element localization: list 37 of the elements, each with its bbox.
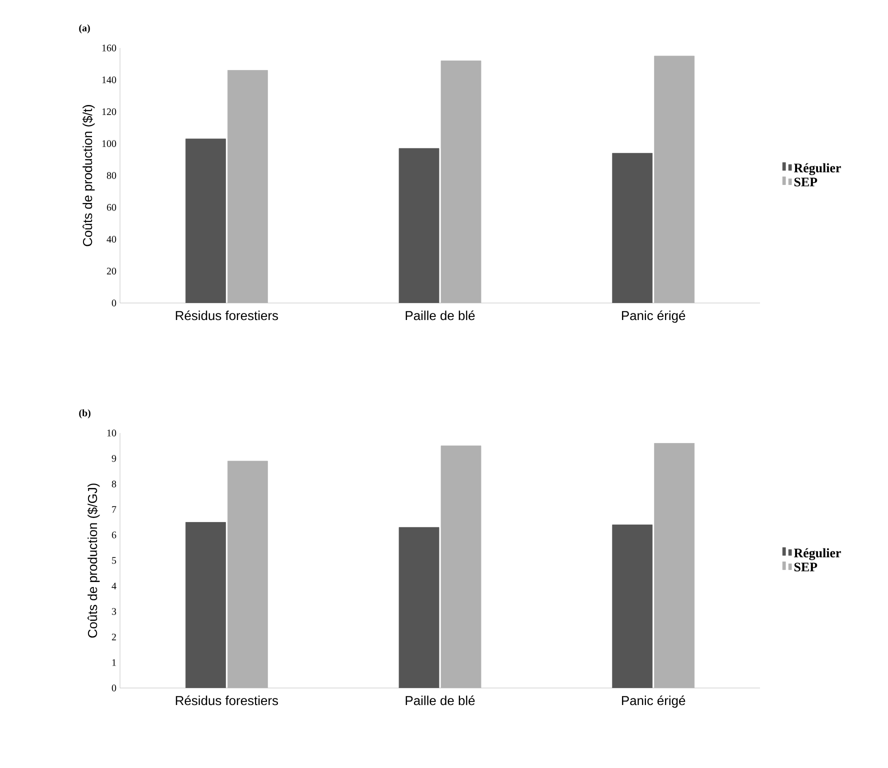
y-tick-label: 100 [102, 140, 116, 147]
y-axis-title: Coûts de production ($/GJ) [87, 484, 100, 638]
bar [185, 138, 226, 303]
bar [612, 152, 653, 303]
y-tick-label: 3 [112, 608, 116, 615]
y-tick-label: 6 [112, 532, 116, 538]
y-tick-label: 80 [106, 172, 116, 179]
legend-label: Régulier [794, 548, 841, 560]
y-tick-label: 0 [112, 300, 116, 306]
y-tick-label: 40 [106, 236, 116, 243]
y-tick-label: 4 [112, 582, 116, 590]
y-tick-label: 2 [112, 634, 116, 640]
legend-label: SEP [794, 562, 818, 572]
legend-label: Régulier [794, 163, 841, 176]
y-tick-label: 10 [107, 430, 116, 436]
y-tick-label: 20 [106, 268, 116, 274]
y-tick-label: 160 [102, 44, 116, 52]
y-tick-label: 5 [112, 557, 116, 564]
chart-title: (b) [79, 409, 90, 418]
y-tick-label: 120 [102, 108, 116, 116]
x-tick-label: Panic érigé [622, 310, 686, 323]
x-tick-label: Paille de blé [406, 310, 475, 320]
y-tick-label: 9 [112, 455, 116, 462]
y-tick-label: 140 [102, 76, 116, 84]
bar [398, 148, 440, 303]
y-tick-label: 1 [112, 659, 116, 666]
x-tick-label: Résidus forestiers [176, 310, 278, 320]
x-tick-label: Résidus forestiers [176, 696, 278, 706]
y-tick-label: 8 [112, 480, 116, 488]
legend-label: SEP [794, 178, 818, 186]
y-tick-label: 60 [106, 204, 116, 211]
y-axis-title: Coûts de production ($/t) [82, 105, 95, 246]
chart-title: (a) [79, 24, 90, 34]
x-tick-label: Panic érigé [622, 696, 686, 708]
y-tick-label: 7 [112, 506, 116, 513]
x-tick-label: Paille de blé [406, 696, 475, 706]
y-tick-label: 0 [112, 684, 116, 692]
